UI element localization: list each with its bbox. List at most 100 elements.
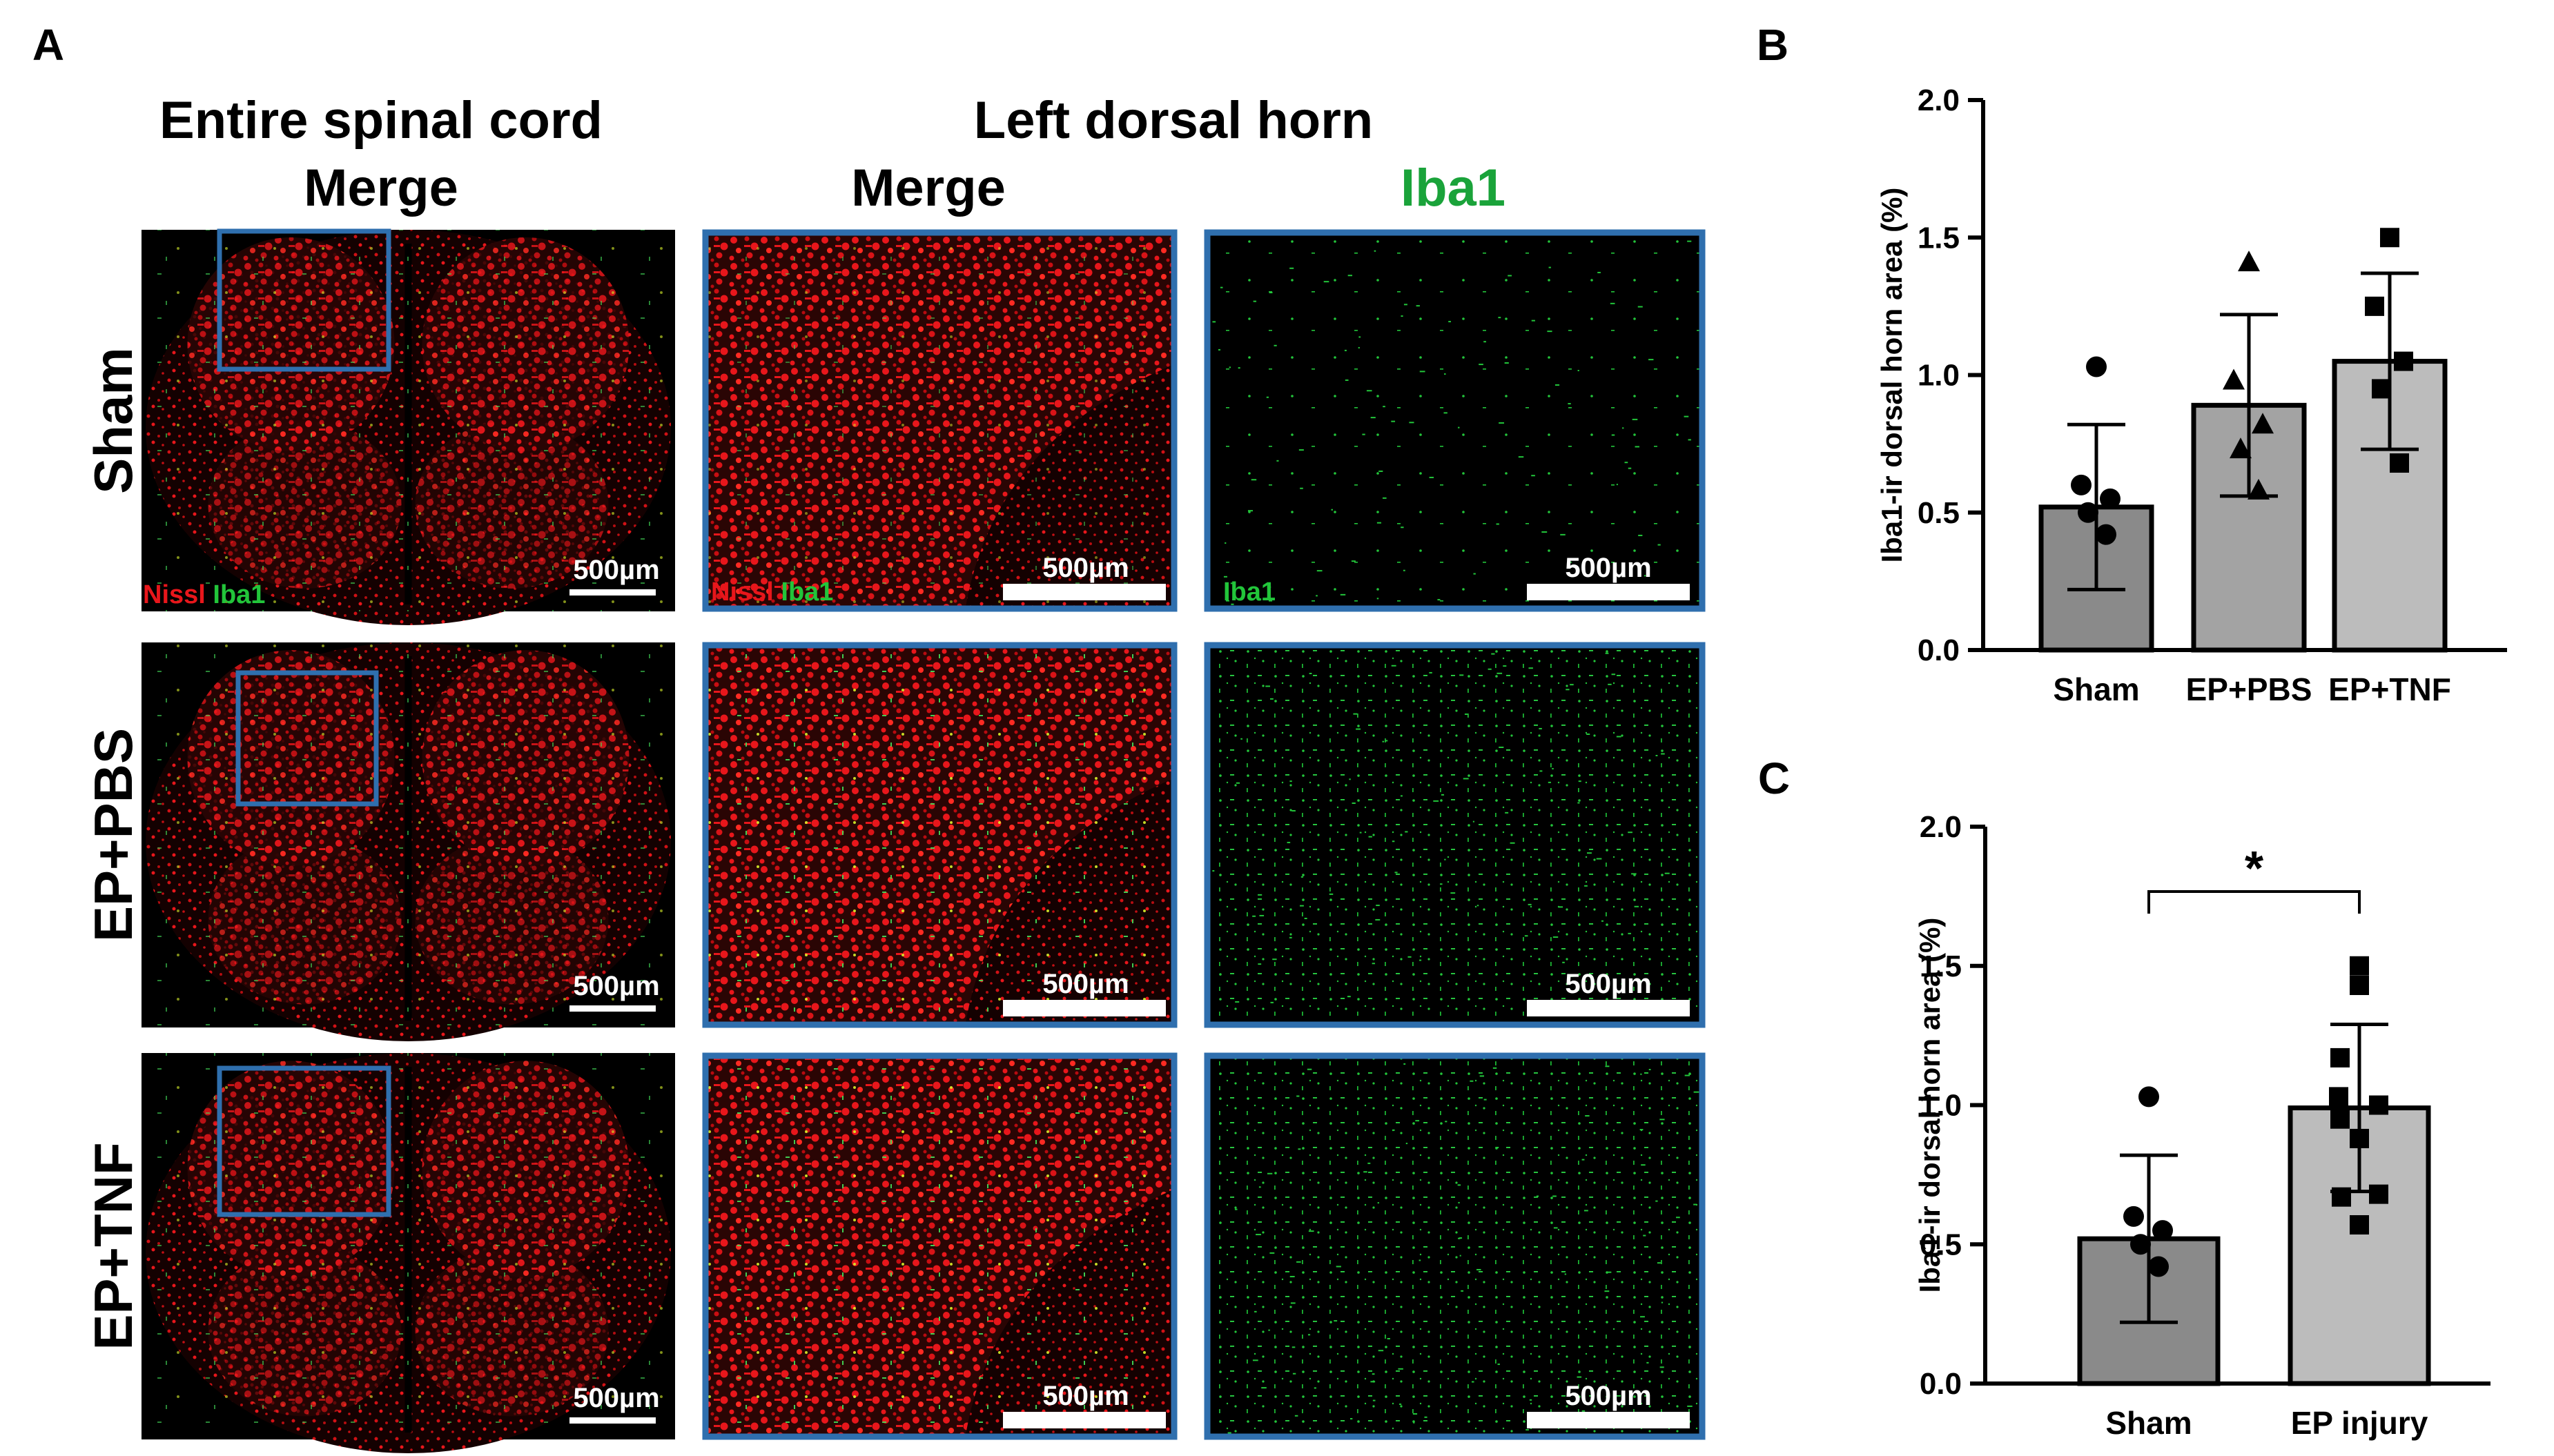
data-point: [2230, 437, 2252, 459]
entire-cord-image: 500µm: [142, 642, 675, 1041]
chart-panel-c: 0.0 0.5 1.0 1.5 2.0 Iba1-ir dorsal horn area …: [1913, 810, 2490, 1441]
data-point: [2332, 1187, 2351, 1207]
data-point: [2223, 368, 2245, 390]
dorsal-iba1-image: 500µm: [1204, 1052, 1706, 1440]
header-entire-cord: Entire spinal cord: [159, 91, 603, 150]
significance-bracket: [2147, 890, 2361, 914]
data-point: [2329, 1087, 2348, 1107]
data-point: [2152, 1220, 2173, 1241]
data-point: [2372, 379, 2391, 399]
scale-bar: [1003, 584, 1166, 600]
entire-cord-image: 500µm: [142, 1053, 675, 1453]
entire-cord-image: 500µm Nissl Iba1: [142, 228, 675, 625]
data-point: [2369, 1184, 2388, 1204]
dorsal-horn-box: [235, 670, 379, 807]
dorsal-horn-box: [217, 1065, 391, 1217]
header-dorsal-iba1: Iba1: [1401, 159, 1505, 217]
data-point: [2350, 1215, 2369, 1235]
data-point: [2380, 228, 2399, 248]
data-point: [2071, 474, 2092, 495]
scale-bar-label: 500µm: [1042, 969, 1129, 999]
category-label: Sham: [2053, 671, 2139, 707]
scale-bar-label: 500µm: [573, 971, 659, 1001]
category-label: EP+PBS: [2186, 671, 2312, 707]
figure-text: A B C Entire spinal cord Merge Left dorsal ho…: [32, 20, 1790, 803]
panel-letter-c: C: [1758, 754, 1790, 803]
dorsal-merge-image: 500µm: [702, 642, 1178, 1028]
scale-bar-label: 500µm: [1565, 969, 1651, 999]
stain-iba1-label: Iba1: [213, 580, 265, 609]
data-point: [2100, 488, 2121, 509]
data-point: [2390, 453, 2409, 473]
y-tick-label: 1.5: [1918, 221, 1960, 255]
data-point: [2330, 1109, 2350, 1129]
data-point: [2350, 1128, 2369, 1148]
data-point: [2350, 975, 2369, 995]
y-tick-label: 0.0: [1918, 633, 1960, 667]
data-point: [2350, 956, 2369, 976]
data-point: [2365, 296, 2384, 316]
error-bar: [2361, 271, 2419, 451]
y-tick-label: 1.0: [1918, 359, 1960, 393]
data-point: [2330, 1047, 2350, 1068]
row-ep-tnf: 500µm 500µm 500µm EP+TNF: [83, 1052, 1706, 1453]
y-tick-label: 0.5: [1918, 496, 1960, 530]
scale-bar: [569, 589, 656, 596]
data-point: [2248, 478, 2270, 500]
row-label-ep-pbs: EP+PBS: [83, 728, 144, 942]
scale-bar: [1527, 1412, 1690, 1428]
stain-nissl-label: Nissl: [711, 578, 774, 607]
panel-letter-a: A: [32, 20, 64, 70]
stain-nissl-label: Nissl: [143, 580, 206, 609]
data-point: [2369, 1095, 2388, 1115]
scale-bar-label: 500µm: [573, 555, 659, 585]
category-label: EP injury: [2291, 1405, 2428, 1441]
significance-star: *: [2245, 841, 2264, 895]
stain-legend: Nissl Iba1: [711, 578, 833, 607]
data-point: [2394, 351, 2413, 371]
stain-legend: Nissl Iba1: [143, 580, 265, 609]
header-entire-merge: Merge: [304, 159, 458, 217]
panel-letter-b: B: [1757, 20, 1788, 70]
y-tick-label: 2.0: [1920, 810, 1962, 844]
scale-bar: [1527, 584, 1690, 600]
chart-panel-b: 0.0 0.5 1.0 1.5 2.0 Iba1-ir dorsal horn area …: [1875, 83, 2507, 707]
scale-bar: [1003, 1000, 1166, 1016]
data-point: [2138, 1086, 2159, 1108]
row-label-ep-tnf: EP+TNF: [83, 1142, 144, 1350]
scale-bar-label: 500µm: [1042, 1381, 1129, 1411]
y-tick-label: 1.0: [1920, 1089, 1962, 1123]
header-dorsal-merge: Merge: [851, 159, 1006, 217]
dorsal-merge-image: 500µm: [702, 1052, 1178, 1440]
data-point: [2086, 356, 2107, 377]
scale-bar-label: 500µm: [1565, 553, 1651, 583]
category-label: EP+TNF: [2328, 671, 2451, 707]
data-point: [2078, 502, 2098, 523]
bar-charts: 0.0 0.5 1.0 1.5 2.0 Iba1-ir dorsal horn area …: [1875, 83, 2507, 1441]
dorsal-merge-image: 500µm Nissl Iba1: [702, 229, 1178, 612]
header-left-dorsal-horn: Left dorsal horn: [974, 91, 1373, 150]
dorsal-horn-box: [217, 228, 391, 372]
micrograph-panel-a: 500µm Nissl Iba1 500µm Nissl Iba1 500µm Iba1 S…: [83, 228, 1706, 1453]
stain-iba1-label: Iba1: [781, 578, 833, 607]
stain-iba1-label: Iba1: [1223, 578, 1276, 607]
dorsal-iba1-image: 500µm Iba1: [1204, 229, 1706, 612]
data-point: [2148, 1256, 2169, 1277]
data-point: [2130, 1234, 2151, 1255]
scale-bar: [1527, 1000, 1690, 1016]
error-bar: [2220, 313, 2278, 498]
data-point: [2096, 524, 2116, 545]
dorsal-iba1-image: 500µm: [1204, 642, 1706, 1028]
scale-bar-label: 500µm: [1565, 1381, 1651, 1411]
y-tick-label: 0.5: [1920, 1228, 1962, 1261]
row-ep-pbs: 500µm 500µm 500µm EP+PBS: [83, 642, 1706, 1041]
row-sham: 500µm Nissl Iba1 500µm Nissl Iba1 500µm Iba1 S…: [83, 228, 1706, 625]
scale-bar-label: 500µm: [1042, 553, 1129, 583]
data-point: [2238, 250, 2260, 272]
scale-bar: [1003, 1412, 1166, 1428]
y-tick-label: 0.0: [1920, 1367, 1962, 1401]
y-tick-label: 2.0: [1918, 83, 1960, 117]
data-point: [2123, 1206, 2144, 1227]
row-label-sham: Sham: [83, 347, 144, 493]
